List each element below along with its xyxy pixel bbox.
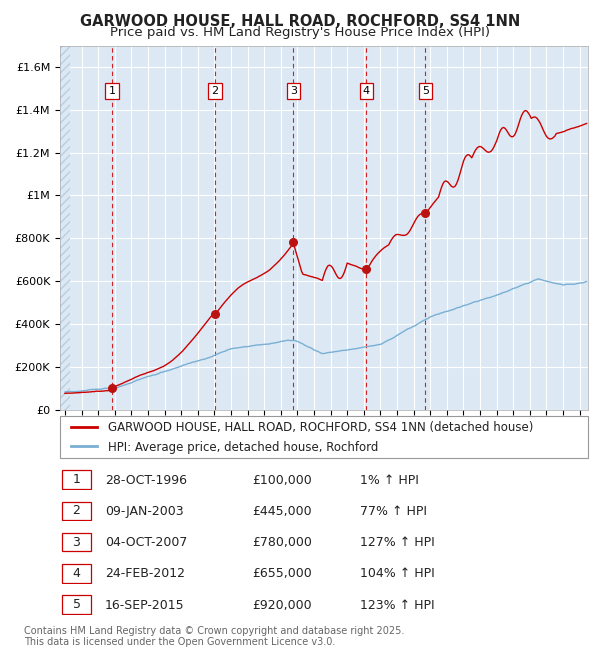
Text: 5: 5 [422,86,429,96]
Text: Contains HM Land Registry data © Crown copyright and database right 2025.
This d: Contains HM Land Registry data © Crown c… [24,626,404,647]
Text: 123% ↑ HPI: 123% ↑ HPI [360,599,434,612]
Text: 09-JAN-2003: 09-JAN-2003 [105,505,184,518]
FancyBboxPatch shape [60,416,588,458]
Text: 28-OCT-1996: 28-OCT-1996 [105,474,187,487]
Text: 2: 2 [211,86,218,96]
Text: 1% ↑ HPI: 1% ↑ HPI [360,474,419,487]
Text: 2: 2 [73,504,80,517]
Text: £655,000: £655,000 [252,567,312,580]
Text: HPI: Average price, detached house, Rochford: HPI: Average price, detached house, Roch… [107,441,378,454]
Text: £100,000: £100,000 [252,474,312,487]
Text: £445,000: £445,000 [252,505,311,518]
FancyBboxPatch shape [62,564,91,582]
Text: GARWOOD HOUSE, HALL ROAD, ROCHFORD, SS4 1NN: GARWOOD HOUSE, HALL ROAD, ROCHFORD, SS4 … [80,14,520,29]
Text: 1: 1 [109,86,115,96]
Text: 3: 3 [290,86,297,96]
Text: 77% ↑ HPI: 77% ↑ HPI [360,505,427,518]
Text: 4: 4 [73,567,80,580]
FancyBboxPatch shape [62,533,91,551]
Text: GARWOOD HOUSE, HALL ROAD, ROCHFORD, SS4 1NN (detached house): GARWOOD HOUSE, HALL ROAD, ROCHFORD, SS4 … [107,421,533,434]
Text: £920,000: £920,000 [252,599,311,612]
Text: Price paid vs. HM Land Registry's House Price Index (HPI): Price paid vs. HM Land Registry's House … [110,26,490,39]
Text: 4: 4 [363,86,370,96]
Bar [60,46,70,410]
FancyBboxPatch shape [62,471,91,489]
Text: 04-OCT-2007: 04-OCT-2007 [105,536,187,549]
FancyBboxPatch shape [62,595,91,614]
FancyBboxPatch shape [62,502,91,520]
Text: 104% ↑ HPI: 104% ↑ HPI [360,567,435,580]
Text: 16-SEP-2015: 16-SEP-2015 [105,599,185,612]
Text: 24-FEB-2012: 24-FEB-2012 [105,567,185,580]
Text: £780,000: £780,000 [252,536,312,549]
Text: 1: 1 [73,473,80,486]
Text: 5: 5 [73,598,80,611]
Text: 127% ↑ HPI: 127% ↑ HPI [360,536,435,549]
Text: 3: 3 [73,536,80,549]
